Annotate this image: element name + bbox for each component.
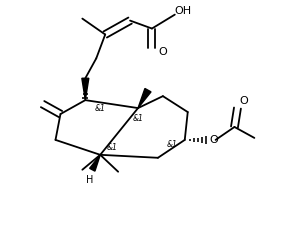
- Text: O: O: [158, 47, 167, 57]
- Text: &1: &1: [107, 143, 118, 152]
- Text: &1: &1: [166, 140, 177, 149]
- Text: H: H: [86, 175, 93, 185]
- Polygon shape: [138, 89, 151, 108]
- Text: &1: &1: [133, 113, 143, 122]
- Text: O: O: [239, 96, 248, 106]
- Text: OH: OH: [175, 6, 192, 16]
- Text: O: O: [209, 135, 218, 145]
- Text: &1: &1: [95, 104, 106, 112]
- Polygon shape: [82, 78, 89, 100]
- Polygon shape: [90, 155, 100, 171]
